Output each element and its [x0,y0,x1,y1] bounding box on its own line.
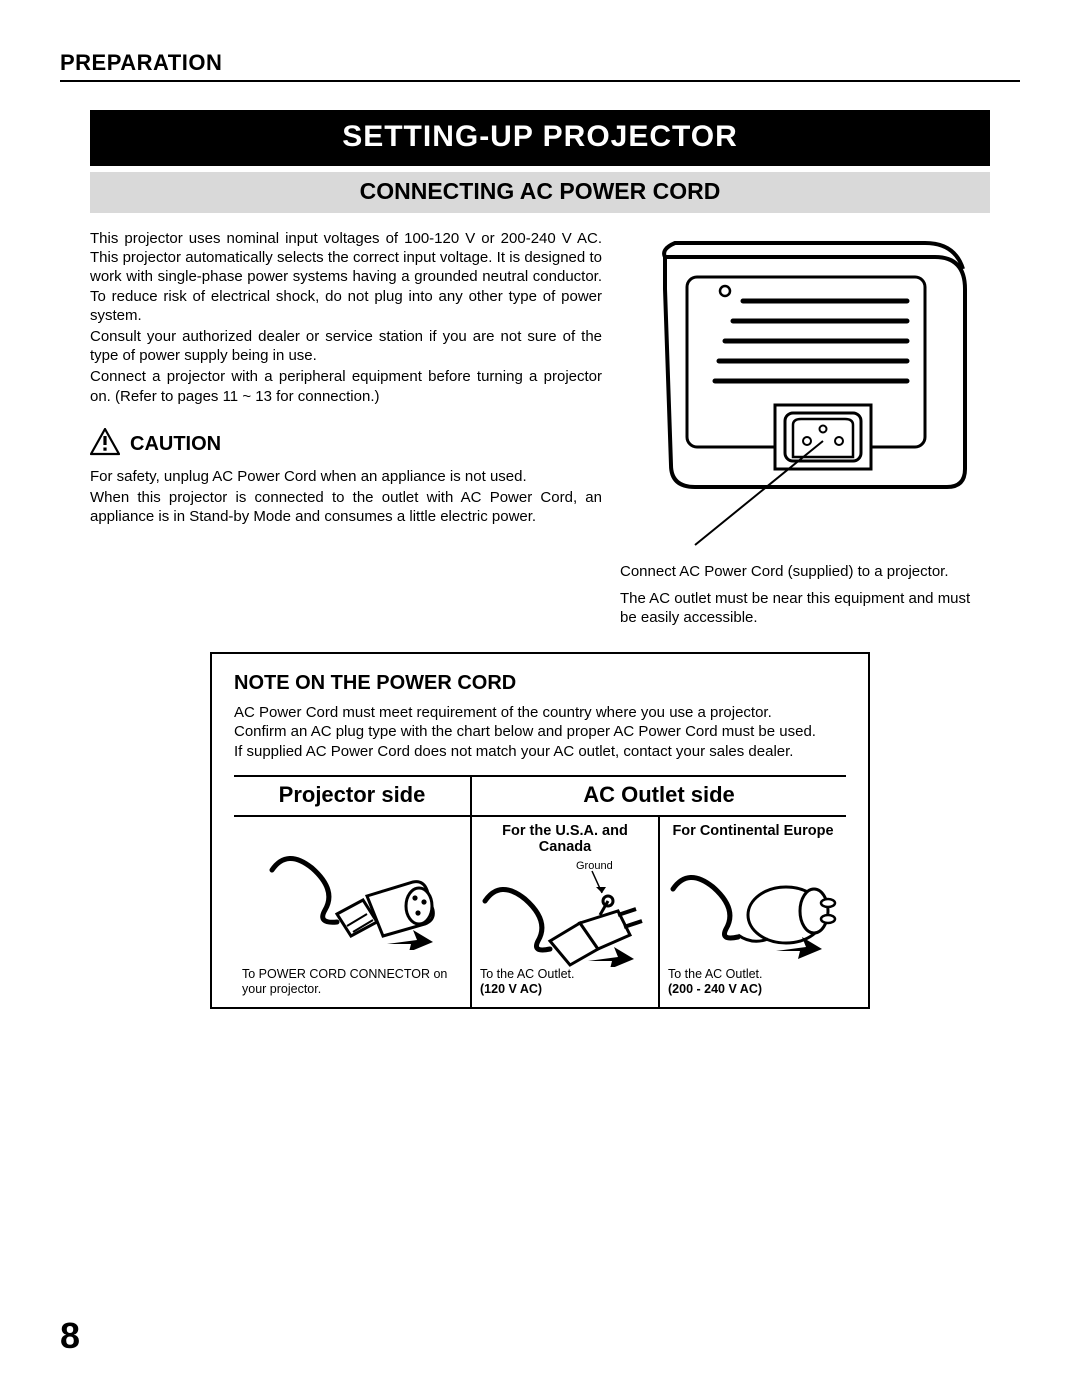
figure-caption: The AC outlet must be near this equipmen… [620,589,990,627]
usa-plug-caption: To the AC Outlet. (120 V AC) [480,967,650,997]
caution-label: CAUTION [130,433,221,456]
projector-plug-figure [242,823,462,967]
page-number: 8 [60,1315,80,1357]
table-header-right: AC Outlet side [472,777,846,817]
usa-header: For the U.S.A. and Canada [480,823,650,855]
projector-figure [620,229,990,554]
intro-paragraph: Connect a projector with a peripheral eq… [90,367,602,405]
intro-paragraph: This projector uses nominal input voltag… [90,229,602,325]
figure-column: Connect AC Power Cord (supplied) to a pr… [620,229,990,628]
projector-plug-caption: To POWER CORD CONNECTOR on your projecto… [242,967,462,997]
eu-header: For Continental Europe [668,823,838,839]
caution-icon [90,428,120,461]
note-title: NOTE ON THE POWER CORD [234,672,846,695]
intro-column: This projector uses nominal input voltag… [90,229,602,628]
eu-plug-caption: To the AC Outlet. (200 - 240 V AC) [668,967,838,997]
note-line: AC Power Cord must meet requirement of t… [234,703,846,723]
figure-caption: Connect AC Power Cord (supplied) to a pr… [620,562,990,581]
note-line: Confirm an AC plug type with the chart b… [234,722,846,742]
ground-label: Ground [576,860,613,872]
usa-plug-figure: Ground [480,857,650,967]
note-line: If supplied AC Power Cord does not match… [234,742,846,762]
caution-paragraph: For safety, unplug AC Power Cord when an… [90,467,602,486]
table-header-left: Projector side [234,777,470,817]
caution-paragraph: When this projector is connected to the … [90,488,602,526]
note-box: NOTE ON THE POWER CORD AC Power Cord mus… [210,652,870,1010]
title-bar: SETTING-UP PROJECTOR [90,110,990,166]
intro-paragraph: Consult your authorized dealer or servic… [90,327,602,365]
section-divider [60,80,1020,82]
subtitle-bar: CONNECTING AC POWER CORD [90,172,990,213]
eu-plug-figure [668,841,838,967]
power-cord-table: Projector side [234,775,846,1007]
section-label: PREPARATION [60,50,1020,76]
